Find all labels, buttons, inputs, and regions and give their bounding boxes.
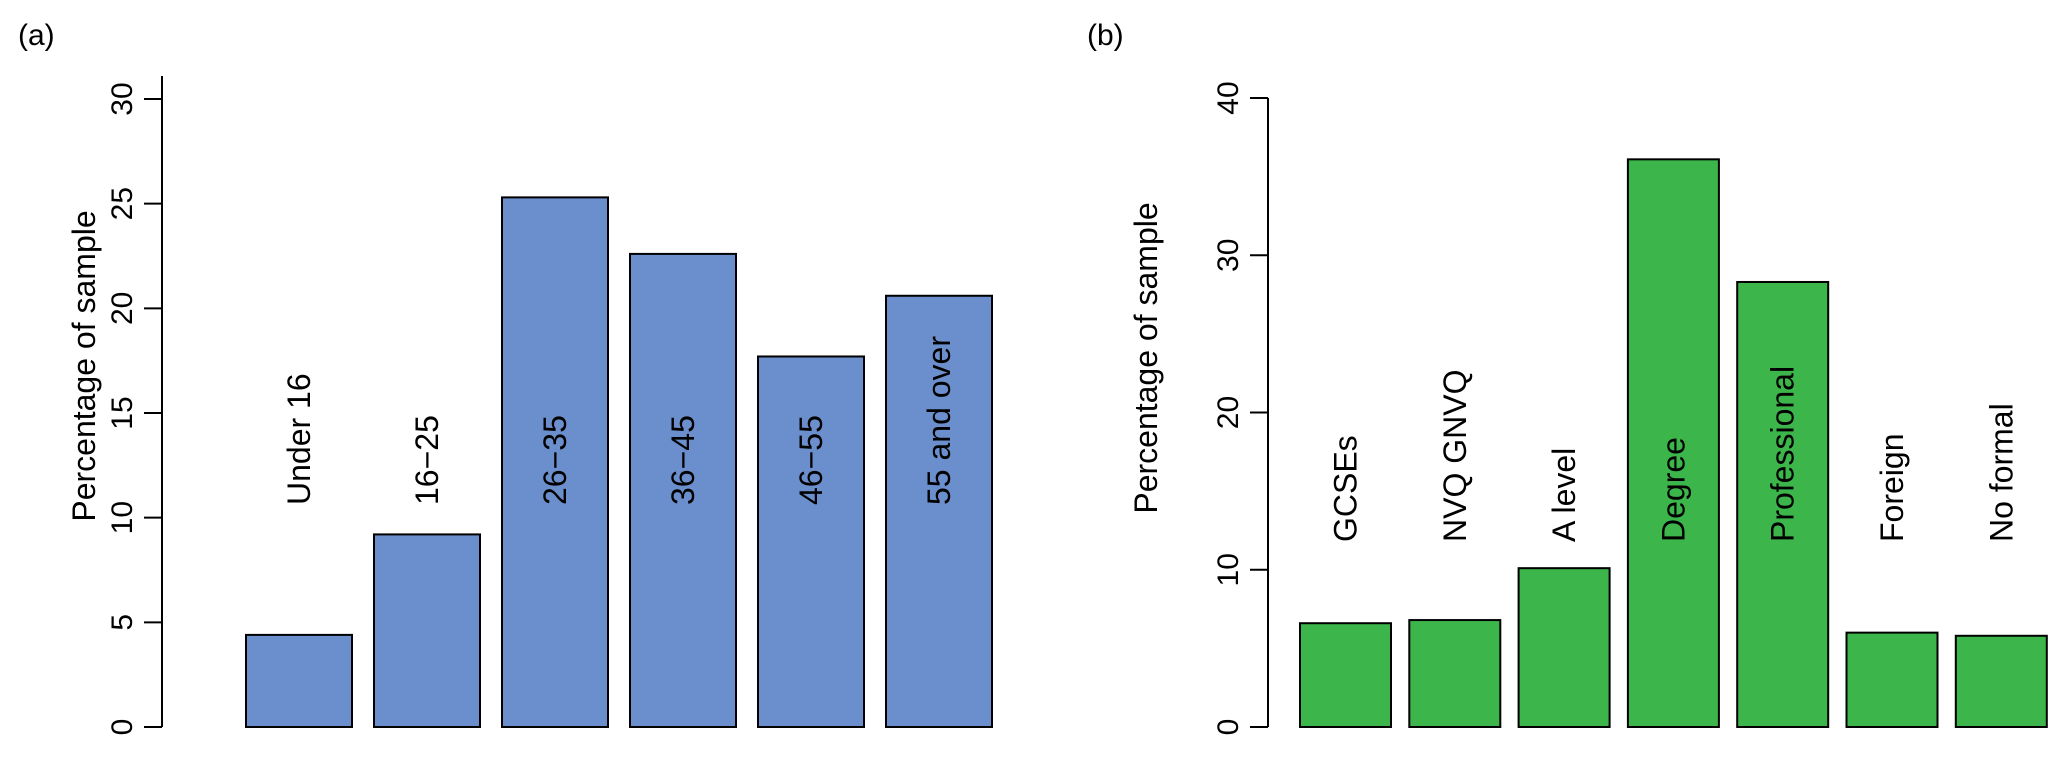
panel-a-y-axis-title: Percentage of sample	[66, 210, 102, 521]
panel-b-y-axis-title: Percentage of sample	[1128, 202, 1164, 513]
bar	[1736, 280, 1830, 728]
bar	[629, 252, 737, 728]
panel-a-y-ticks: 0 5 10 15 20 25 30	[106, 82, 162, 735]
bar	[757, 355, 865, 728]
bar	[1299, 622, 1392, 729]
y-tick-label: 30	[106, 82, 139, 115]
panel-b-bars	[1299, 158, 2048, 729]
bar-category-label: No formal	[1983, 403, 2019, 542]
bar-category-label: 26−35	[537, 415, 573, 505]
panel-b-label: (b)	[1087, 19, 1124, 52]
bar	[373, 533, 481, 728]
y-tick-label: 30	[1212, 239, 1245, 272]
bar	[1517, 567, 1611, 728]
y-tick-label: 0	[1212, 719, 1245, 736]
bar-category-label: Under 16	[281, 373, 317, 505]
bar-category-label: Professional	[1765, 366, 1801, 542]
y-tick-label: 15	[106, 396, 139, 429]
bar-category-label: NVQ GNVQ	[1437, 370, 1473, 542]
y-tick-label: 40	[1212, 81, 1245, 114]
bar-category-label: 36−45	[665, 415, 701, 505]
bar-category-label: 46−55	[793, 415, 829, 505]
panel-b-bar-labels: GCSEs NVQ GNVQ A level Degree Professional Fo…	[1328, 366, 2020, 542]
bar-category-label: 16−25	[409, 415, 445, 505]
panel-a-bars	[245, 196, 993, 729]
bar-category-label: Foreign	[1874, 434, 1910, 543]
y-tick-label: 20	[1212, 396, 1245, 429]
y-tick-label: 25	[106, 187, 139, 220]
panel-a-bar-labels: Under 16 16−25 26−35 36−45 46−55 55 and over	[281, 336, 957, 505]
bar	[1845, 631, 1939, 729]
bar	[501, 196, 609, 729]
bar	[245, 633, 353, 728]
bar	[1626, 158, 1720, 728]
y-tick-label: 0	[106, 719, 139, 736]
bar-category-label: A level	[1546, 448, 1582, 542]
panel-b-y-ticks: 0 10 20 30 40	[1212, 81, 1268, 735]
y-tick-label: 5	[106, 614, 139, 631]
panel-a: (a) Percentage of sample 0 5 10 15 20 25 30 Un…	[18, 19, 993, 735]
panel-b: (b) Percentage of sample 0 10 20 30 40 GCSEs…	[1087, 19, 2048, 735]
y-tick-label: 20	[106, 292, 139, 325]
bar-category-label: Degree	[1655, 437, 1691, 542]
bar-category-label: 55 and over	[921, 336, 957, 505]
y-tick-label: 10	[1212, 553, 1245, 586]
bar-category-label: GCSEs	[1328, 435, 1364, 542]
bar	[885, 294, 993, 728]
bar	[1954, 634, 2048, 728]
y-tick-label: 10	[106, 501, 139, 534]
bar	[1408, 619, 1502, 729]
panel-a-label: (a)	[18, 19, 55, 52]
